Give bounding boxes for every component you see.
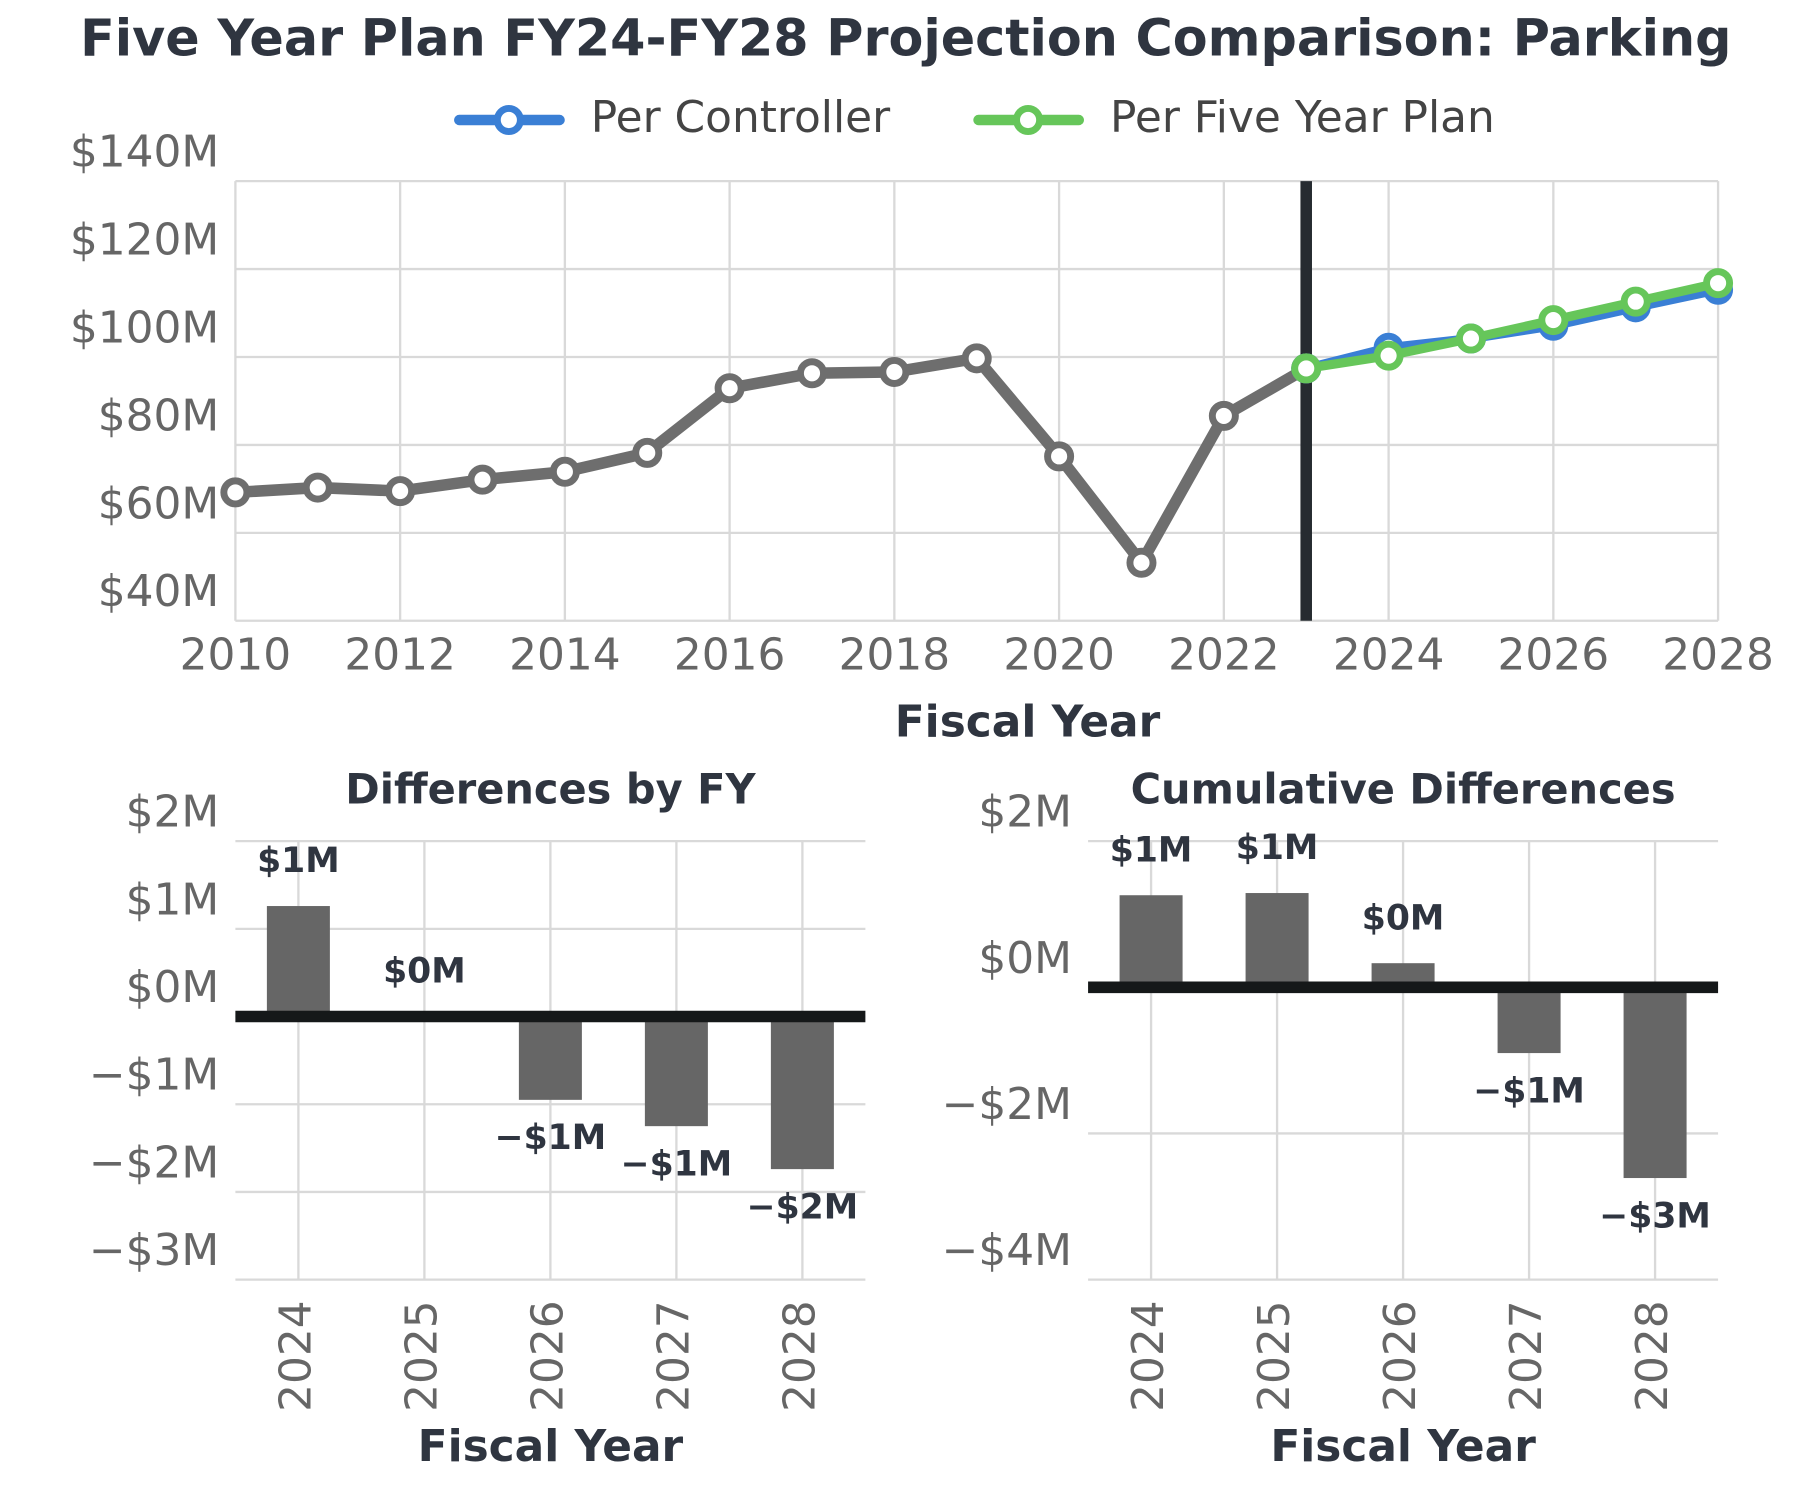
legend-marker bbox=[1013, 104, 1044, 135]
point bbox=[1291, 353, 1322, 384]
y-tick-label: −$2M bbox=[942, 1079, 1072, 1130]
y-tick-label: $1M bbox=[126, 874, 220, 925]
point bbox=[1538, 305, 1569, 336]
legend-label: Per Five Year Plan bbox=[1110, 92, 1495, 143]
x-tick-label: 2018 bbox=[839, 630, 951, 681]
x-tick-label: 2025 bbox=[1249, 1300, 1300, 1412]
x-tick-label: 2022 bbox=[1168, 630, 1280, 681]
value-label: −$1M bbox=[495, 1118, 607, 1158]
value-label: $1M bbox=[1236, 828, 1319, 868]
bar bbox=[1497, 987, 1561, 1054]
y-tick-label: $0M bbox=[978, 933, 1072, 984]
chart-title: Five Year Plan FY24-FY28 Projection Comp… bbox=[80, 9, 1731, 68]
value-label: −$2M bbox=[747, 1187, 859, 1227]
y-tick-label: $120M bbox=[70, 215, 219, 266]
x-tick-label: 2010 bbox=[180, 630, 292, 681]
legend-marker bbox=[493, 104, 524, 135]
bar bbox=[644, 1016, 708, 1127]
y-tick-label: −$2M bbox=[89, 1137, 219, 1188]
point bbox=[220, 477, 251, 508]
y-tick-label: $40M bbox=[98, 566, 219, 617]
x-tick-label: 2027 bbox=[648, 1300, 699, 1412]
y-tick-label: −$3M bbox=[89, 1225, 219, 1276]
value-label: $0M bbox=[383, 952, 466, 992]
value-label: −$1M bbox=[621, 1144, 733, 1184]
y-tick-label: $60M bbox=[98, 478, 219, 529]
x-tick-label: 2026 bbox=[522, 1300, 573, 1412]
y-tick-label: −$4M bbox=[942, 1225, 1072, 1276]
y-tick-label: $140M bbox=[70, 127, 219, 178]
point bbox=[1373, 340, 1404, 371]
bar bbox=[770, 1016, 834, 1170]
bar bbox=[518, 1016, 582, 1100]
point bbox=[302, 472, 333, 503]
point bbox=[1455, 323, 1486, 354]
value-label: $0M bbox=[1362, 898, 1445, 938]
x-tick-label: 2028 bbox=[774, 1300, 825, 1412]
x-axis-title: Fiscal Year bbox=[418, 1421, 684, 1472]
point bbox=[385, 476, 416, 507]
bar bbox=[1245, 893, 1309, 988]
y-tick-label: −$1M bbox=[89, 1050, 219, 1101]
x-tick-label: 2026 bbox=[1498, 630, 1610, 681]
point bbox=[1703, 268, 1734, 299]
point bbox=[961, 343, 992, 374]
x-tick-label: 2024 bbox=[1333, 630, 1445, 681]
point bbox=[879, 356, 910, 387]
y-tick-label: $80M bbox=[98, 390, 219, 441]
x-axis-title: Fiscal Year bbox=[1270, 1421, 1536, 1472]
point bbox=[1208, 400, 1239, 431]
x-tick-label: 2028 bbox=[1662, 630, 1774, 681]
x-tick-label: 2020 bbox=[1003, 630, 1115, 681]
point bbox=[1620, 286, 1651, 317]
bar bbox=[266, 906, 330, 1017]
legend-label: Per Controller bbox=[591, 92, 891, 143]
bar bbox=[1119, 895, 1183, 988]
series-line bbox=[1305, 278, 1720, 373]
point bbox=[714, 373, 745, 404]
y-tick-label: $2M bbox=[978, 787, 1072, 838]
y-tick-label: $100M bbox=[70, 302, 219, 353]
value-label: −$1M bbox=[1473, 1071, 1585, 1111]
chart-title: Cumulative Differences bbox=[1131, 765, 1676, 814]
x-tick-label: 2012 bbox=[344, 630, 456, 681]
x-axis-title: Fiscal Year bbox=[895, 697, 1161, 748]
point bbox=[632, 437, 663, 468]
x-tick-label: 2024 bbox=[1123, 1300, 1174, 1412]
point bbox=[1044, 441, 1075, 472]
x-tick-label: 2014 bbox=[509, 630, 621, 681]
x-tick-label: 2024 bbox=[270, 1300, 321, 1412]
chart-title: Differences by FY bbox=[345, 765, 756, 814]
value-label: $1M bbox=[1110, 830, 1193, 870]
point bbox=[796, 358, 827, 389]
value-label: −$3M bbox=[1599, 1196, 1711, 1236]
point bbox=[467, 464, 498, 495]
x-tick-label: 2027 bbox=[1501, 1300, 1552, 1412]
x-tick-label: 2016 bbox=[674, 630, 786, 681]
point bbox=[549, 456, 580, 487]
y-tick-label: $0M bbox=[126, 962, 220, 1013]
x-tick-label: 2028 bbox=[1627, 1300, 1678, 1412]
x-tick-label: 2025 bbox=[396, 1300, 447, 1412]
y-tick-label: $2M bbox=[126, 787, 220, 838]
x-tick-label: 2026 bbox=[1375, 1300, 1426, 1412]
value-label: $1M bbox=[257, 841, 340, 881]
bar bbox=[1623, 987, 1687, 1179]
point bbox=[1126, 547, 1157, 578]
